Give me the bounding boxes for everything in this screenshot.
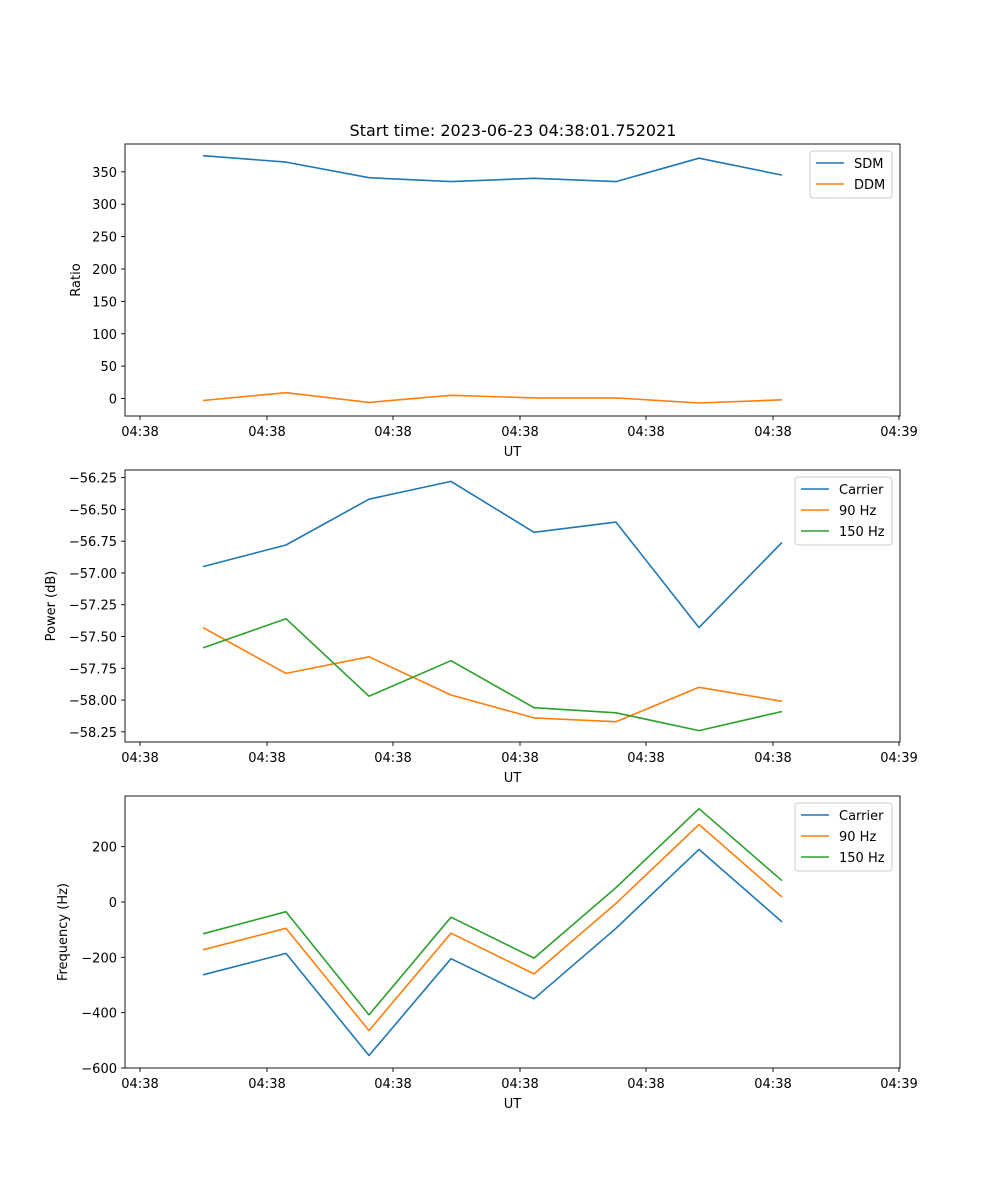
y-axis-label: Frequency (Hz) (56, 883, 71, 981)
x-tick-label: 04:38 (121, 425, 158, 440)
y-axis-label: Ratio (69, 263, 84, 296)
y-tick-label: 350 (92, 166, 117, 181)
y-tick-label: 300 (92, 198, 117, 213)
y-tick-label: 150 (92, 295, 117, 310)
y-tick-label: −57.25 (69, 599, 117, 614)
x-tick-label: 04:38 (374, 1077, 411, 1092)
series-line-150-hz (202, 617, 783, 732)
y-tick-label: 200 (92, 841, 117, 856)
chart-title: Start time: 2023-06-23 04:38:01.752021 (350, 121, 677, 140)
x-tick-label: 04:39 (880, 751, 917, 766)
x-tick-label: 04:38 (248, 751, 285, 766)
y-tick-label: 0 (109, 896, 117, 911)
legend-box (794, 476, 893, 546)
series-line-150-hz (202, 807, 783, 1016)
series-line-carrier (202, 480, 783, 629)
x-tick-label: 04:38 (248, 425, 285, 440)
legend-label: 150 Hz (839, 851, 885, 866)
panel-1: 04:38 04:38 04:38 04:38 04:38 04:38 04:39 0 50 10… (69, 143, 918, 460)
y-tick-label: 200 (92, 263, 117, 278)
x-tick-label: 04:39 (880, 1077, 917, 1092)
y-tick-label: −56.25 (69, 472, 117, 487)
x-axis-label: UT (504, 445, 522, 460)
x-tick-label: 04:38 (754, 425, 791, 440)
x-tick-label: 04:38 (627, 1077, 664, 1092)
series-line-carrier (202, 848, 783, 1057)
y-tick-label: 250 (92, 231, 117, 246)
axes-frame (124, 469, 901, 743)
x-tick-label: 04:38 (121, 1077, 158, 1092)
axes-frame (124, 143, 901, 417)
legend-box (794, 802, 893, 872)
legend: SDM DDM (809, 150, 893, 199)
y-tick-label: 0 (109, 393, 117, 408)
legend: Carrier 90 Hz 150 Hz (794, 802, 893, 872)
y-tick-label: −57.00 (69, 567, 117, 582)
y-tick-label: −56.50 (69, 503, 117, 518)
panel-2: 04:38 04:38 04:38 04:38 04:38 04:38 04:39 −56.2… (44, 469, 918, 786)
legend: Carrier 90 Hz 150 Hz (794, 476, 893, 546)
y-tick-label: −57.75 (69, 662, 117, 677)
legend-label: 90 Hz (839, 504, 876, 519)
x-axis-label: UT (504, 1097, 522, 1112)
y-tick-label: −58.25 (69, 726, 117, 741)
axes-frame (124, 795, 901, 1069)
x-tick-label: 04:39 (880, 425, 917, 440)
x-tick-label: 04:38 (121, 751, 158, 766)
y-tick-label: −58.00 (69, 694, 117, 709)
y-tick-label: 50 (100, 360, 117, 375)
x-tick-label: 04:38 (374, 425, 411, 440)
y-tick-label: −400 (81, 1007, 117, 1022)
series-line-90-hz (202, 626, 783, 723)
x-tick-label: 04:38 (627, 425, 664, 440)
y-axis-label: Power (dB) (44, 571, 59, 642)
y-tick-label: −57.50 (69, 631, 117, 646)
panel-3: 04:38 04:38 04:38 04:38 04:38 04:38 04:39 −600 −… (56, 795, 918, 1112)
x-tick-label: 04:38 (754, 751, 791, 766)
legend-label: Carrier (839, 483, 884, 498)
x-tick-label: 04:38 (754, 1077, 791, 1092)
legend-label: 90 Hz (839, 830, 876, 845)
series-line-90-hz (202, 823, 783, 1032)
series-line-ddm (202, 391, 783, 404)
legend-label: DDM (854, 178, 885, 193)
y-tick-label: 100 (92, 328, 117, 343)
y-tick-label: −600 (81, 1062, 117, 1077)
x-tick-label: 04:38 (501, 751, 538, 766)
x-tick-label: 04:38 (501, 1077, 538, 1092)
x-tick-label: 04:38 (501, 425, 538, 440)
x-tick-label: 04:38 (374, 751, 411, 766)
x-tick-label: 04:38 (248, 1077, 285, 1092)
legend-label: Carrier (839, 809, 884, 824)
x-tick-label: 04:38 (627, 751, 664, 766)
legend-label: 150 Hz (839, 525, 885, 540)
y-tick-label: −200 (81, 951, 117, 966)
x-axis-label: UT (504, 771, 522, 786)
series-line-sdm (202, 154, 783, 183)
legend-label: SDM (854, 157, 883, 172)
y-tick-label: −56.75 (69, 535, 117, 550)
